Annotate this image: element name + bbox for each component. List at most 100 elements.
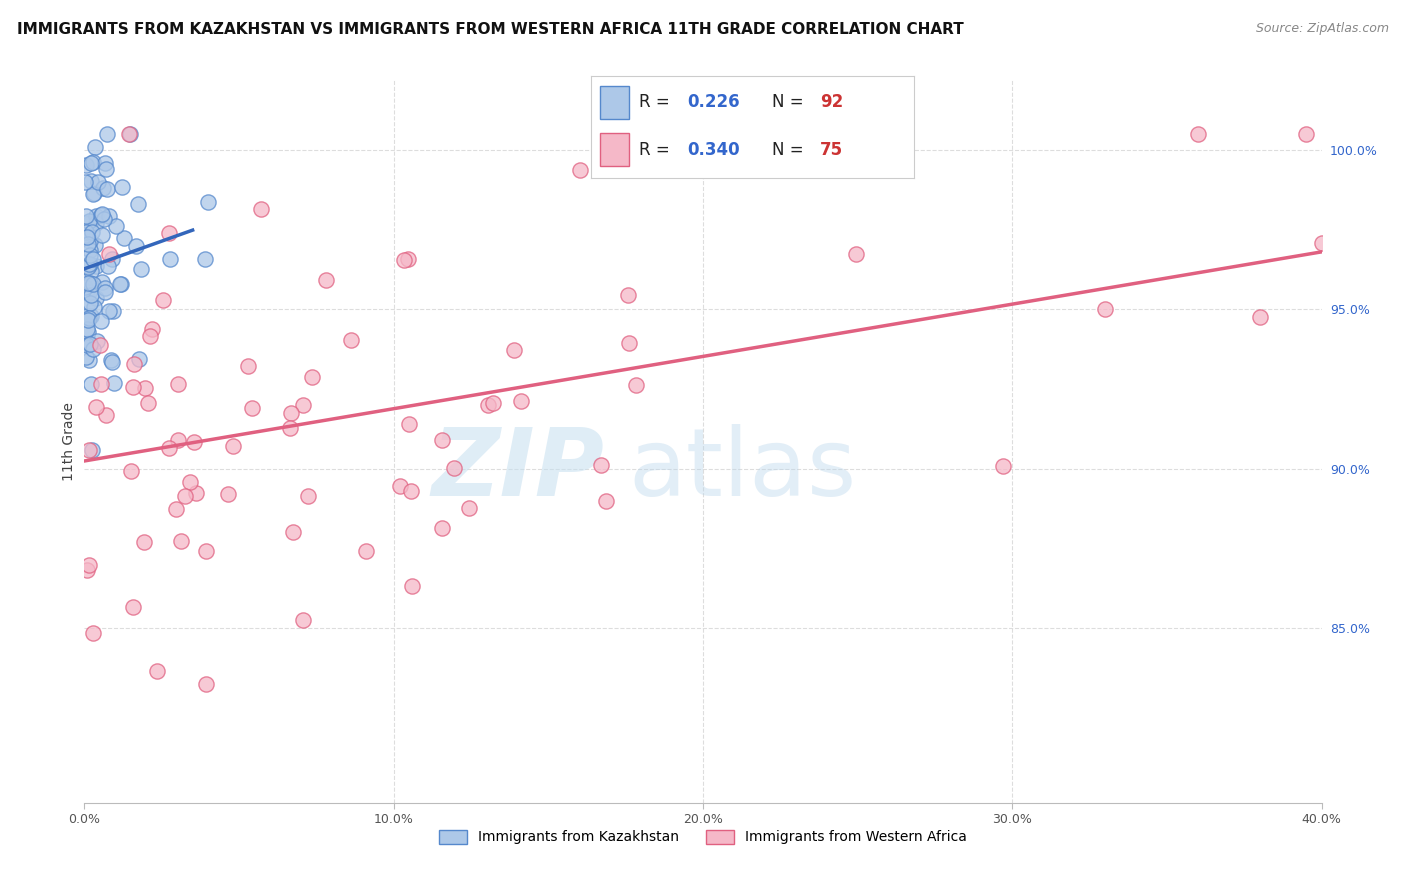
Point [183,435,205,450]
Point [80,226,103,240]
Point [79,276,101,290]
Point [76,563,98,577]
Point [112,230,135,244]
Point [122,599,145,614]
Point [91,207,114,221]
Text: 0.226: 0.226 [688,94,740,112]
Point [97,259,120,273]
Point [76,322,98,336]
Point [73,228,96,243]
Point [617,335,640,350]
Point [301,370,323,384]
Point [167,434,190,448]
Point [79,216,101,230]
Text: Source: ZipAtlas.com: Source: ZipAtlas.com [1256,22,1389,36]
Point [77,352,100,367]
Text: R =: R = [638,94,675,112]
Point [83,300,105,314]
Text: R =: R = [638,141,675,159]
Point [90,376,112,391]
Point [91,227,114,242]
Point [80,377,103,392]
Point [129,261,152,276]
Point [76,260,98,275]
Point [339,333,361,347]
Point [103,376,125,390]
Point [398,417,420,431]
Point [82,155,104,169]
Legend: Immigrants from Kazakhstan, Immigrants from Western Africa: Immigrants from Kazakhstan, Immigrants f… [433,824,973,850]
Point [84,259,107,273]
Point [481,395,503,409]
Text: 75: 75 [820,141,844,159]
Point [396,252,419,266]
Point [624,378,647,392]
Point [194,676,217,690]
Point [77,336,100,351]
Point [315,273,337,287]
Point [76,337,98,351]
Point [1249,310,1271,324]
Point [146,664,169,678]
Point [82,277,104,291]
Point [120,464,142,478]
Point [91,180,114,194]
Point [510,394,533,409]
Point [617,288,640,302]
Text: atlas: atlas [628,425,858,516]
Point [152,293,174,307]
Point [75,209,97,223]
Point [179,475,201,490]
Point [84,215,107,229]
Point [79,248,101,262]
Point [94,281,117,295]
Point [94,285,117,299]
Point [165,501,187,516]
Point [80,442,103,457]
Point [80,155,103,169]
Point [93,211,115,226]
Point [134,381,156,395]
Point [90,314,112,328]
Point [121,380,143,394]
Point [401,579,423,593]
Point [82,342,104,356]
Point [86,334,108,349]
Point [108,277,131,292]
Point [76,230,98,244]
Point [292,613,315,627]
Point [280,406,302,420]
Point [195,544,218,558]
Point [96,161,118,176]
Point [169,533,191,548]
Point [1310,236,1333,251]
Point [77,313,100,327]
Point [197,194,219,209]
Point [111,180,134,194]
Point [80,264,103,278]
Point [79,288,101,302]
Point [77,277,100,291]
Point [84,140,107,154]
Point [75,351,97,365]
Point [86,175,108,189]
Point [75,280,97,294]
Point [77,442,100,457]
Point [100,355,122,369]
Point [75,215,97,229]
Text: N =: N = [772,141,808,159]
Point [94,156,117,170]
Point [845,247,868,261]
Point [77,558,100,572]
Point [100,353,122,368]
Point [278,421,301,435]
Point [477,398,499,412]
Text: 0.340: 0.340 [688,141,740,159]
Point [430,434,453,448]
Point [77,325,100,339]
Text: N =: N = [772,94,808,112]
Point [77,237,100,252]
Point [1295,128,1317,142]
Point [101,252,124,266]
Point [76,285,98,299]
